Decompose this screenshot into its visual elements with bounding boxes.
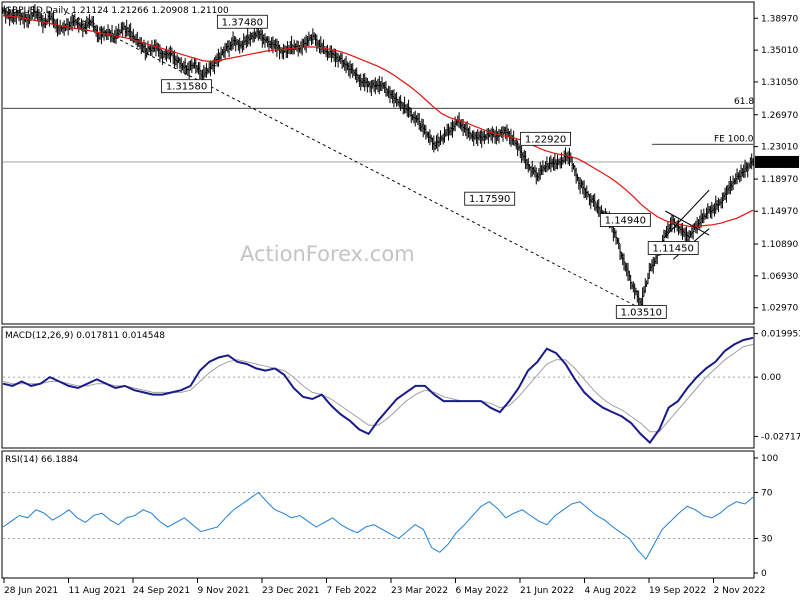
x-tick-label: 4 Aug 2022 — [585, 586, 637, 596]
price-label-box — [216, 14, 268, 29]
fib-level-label: 61.8 — [734, 97, 754, 107]
fe-level-label: FE 100.0 — [714, 134, 754, 144]
price-label-text: 1.14940 — [605, 215, 646, 226]
price-ytick-label: 1.14970 — [761, 207, 798, 217]
price-ytick-label: 1.26970 — [761, 111, 798, 121]
macd-title: MACD(12,26,9) 0.017811 0.014548 — [5, 331, 165, 341]
x-tick-label: 2 Nov 2022 — [714, 586, 766, 596]
x-tick-label: 28 Jun 2021 — [4, 586, 58, 596]
macd-ytick-label: 0.019953 — [761, 330, 800, 340]
current-price-tag — [755, 155, 799, 168]
rsi-ytick-label: 0 — [761, 569, 767, 579]
rsi-line — [2, 491, 754, 561]
price-label-box — [615, 304, 667, 319]
macd-line — [2, 336, 754, 445]
price-label-box — [161, 79, 212, 94]
rsi-ytick-label: 30 — [761, 535, 773, 545]
price-panel — [1, 1, 755, 325]
price-label-box — [520, 131, 571, 146]
macd-ytick-label: 0.00 — [761, 373, 781, 383]
x-tick-label: 21 Jun 2022 — [520, 586, 574, 596]
price-layer: 1.38970 1.35010 1.31050 1.26970 1.23010 1.189… — [2, 4, 799, 319]
price-ytick-label: 1.35010 — [761, 46, 798, 56]
rsi-ytick-label: 70 — [761, 489, 773, 499]
price-label-text: 1.17590 — [469, 194, 510, 205]
price-title: GBPUSD,Daily 1.21124 1.21266 1.20908 1.2… — [5, 6, 229, 16]
macd-ytick-label: -0.02717 — [761, 432, 800, 442]
price-ytick-label: 1.06930 — [761, 272, 798, 282]
rsi-title: RSI(14) 66.1884 — [5, 455, 78, 465]
macd-panel — [1, 326, 755, 449]
triangle-cross-line — [664, 210, 710, 236]
watermark: ActionForex.com — [240, 242, 415, 266]
price-ytick-label: 1.18970 — [761, 175, 798, 185]
price-label-text: 1.03510 — [621, 307, 662, 318]
rsi-panel — [1, 450, 755, 579]
x-tick-label: 23 Dec 2021 — [262, 586, 320, 596]
x-tick-label: 19 Sep 2022 — [649, 586, 706, 596]
x-tick-label: 23 Mar 2022 — [391, 586, 448, 596]
x-tick-label: 24 Sep 2021 — [133, 586, 190, 596]
price-label-box — [464, 191, 516, 206]
triangle-upper-line — [664, 189, 710, 238]
current-price-label: 1.21100 — [757, 158, 794, 168]
price-label-text: 1.11450 — [653, 244, 694, 255]
rsi-layer: 100 70 30 0 — [2, 454, 778, 579]
x-tick-label: 6 May 2022 — [456, 586, 509, 596]
price-ytick-label: 1.10890 — [761, 240, 798, 250]
price-ytick-label: 1.02970 — [761, 304, 798, 314]
trend-line — [66, 12, 638, 308]
rsi-ytick-label: 100 — [761, 454, 778, 464]
price-label-text: 1.31580 — [166, 82, 207, 93]
price-label-text: 1.22920 — [525, 134, 566, 145]
price-label-box — [599, 213, 651, 227]
x-axis: 28 Jun 2021 11 Aug 2021 24 Sep 2021 9 Nov 2… — [3, 578, 766, 596]
price-ytick-label: 1.23010 — [761, 143, 798, 153]
price-ytick-label: 1.38970 — [761, 14, 798, 24]
x-tick-label: 7 Feb 2022 — [327, 586, 377, 596]
macd-layer: 0.019953 0.00 -0.02717 — [2, 330, 800, 445]
price-ytick-label: 1.31050 — [761, 78, 798, 88]
x-tick-label: 9 Nov 2021 — [198, 586, 250, 596]
price-label-box — [647, 241, 699, 255]
moving-average-line — [2, 15, 754, 227]
x-tick-label: 11 Aug 2021 — [69, 586, 127, 596]
price-label-text: 1.37480 — [222, 17, 263, 28]
